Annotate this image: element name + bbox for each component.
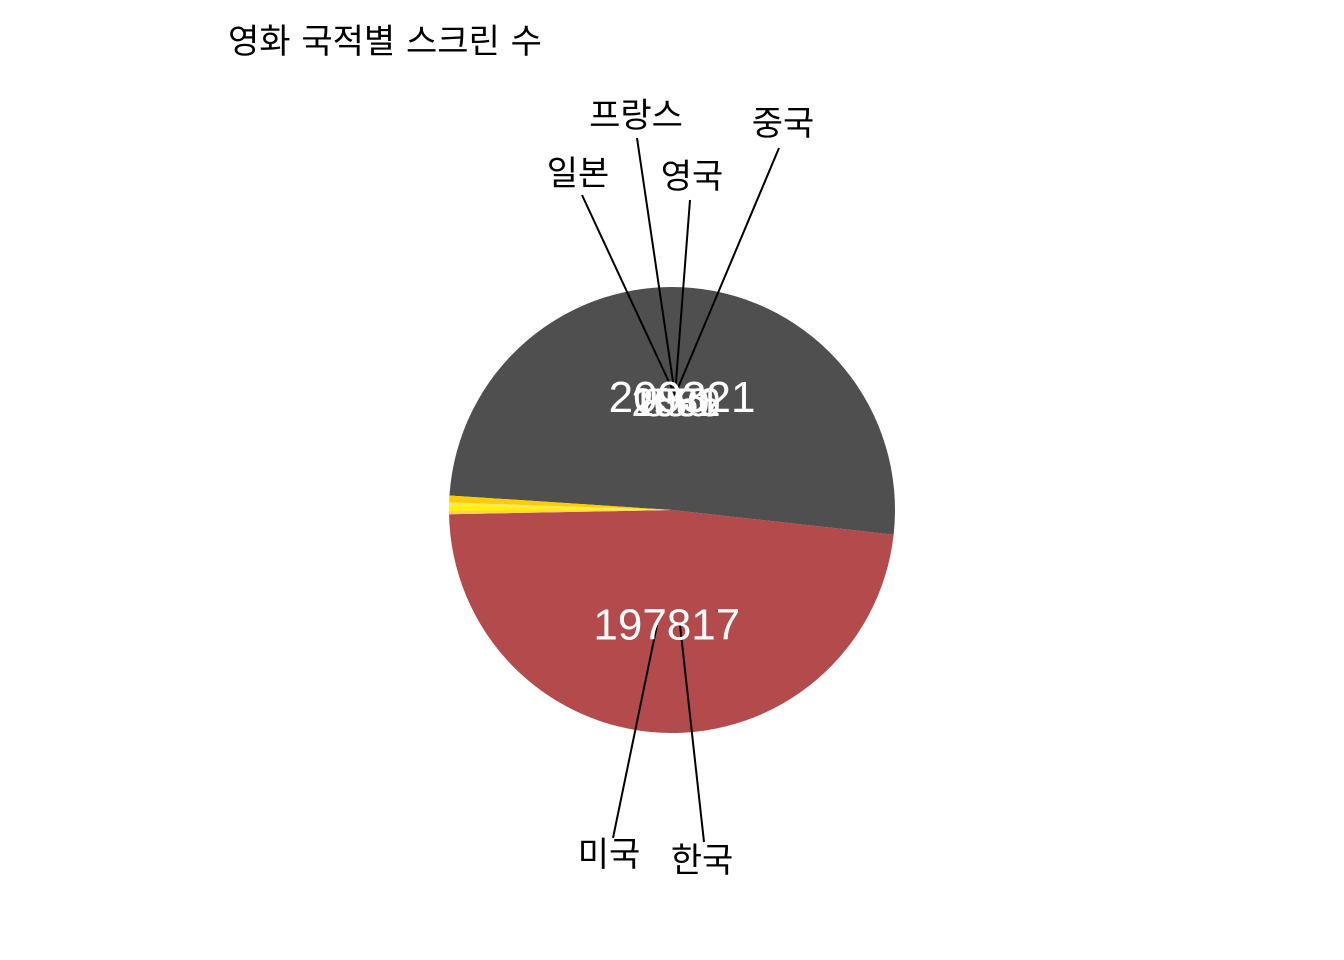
slice-value-5: 1556 [632, 381, 721, 425]
pie-slice-5 [449, 505, 672, 511]
leader-line-3 [581, 194, 676, 396]
slice-label-4: 프랑스 [589, 96, 683, 136]
slice-label-6: 중국 [752, 104, 815, 144]
leader-line-5 [674, 199, 691, 396]
pie-slice-4 [449, 502, 672, 510]
pie-slice-3 [449, 495, 672, 510]
slice-value-3: 2061 [632, 381, 721, 425]
slice-label-1: 한국 [671, 841, 734, 881]
leader-line-6 [674, 147, 780, 396]
pie-slice-1 [449, 510, 894, 734]
slice-label-2: 미국 [578, 835, 641, 875]
slice-value-1: 197817 [593, 600, 740, 649]
slice-label-5: 영국 [661, 157, 724, 197]
slice-value-2: 209321 [609, 373, 756, 422]
pie-slice-2 [449, 287, 895, 535]
slice-value-4: 850 [643, 381, 710, 425]
slice-label-3: 일본 [547, 154, 610, 194]
pie-slices [449, 287, 895, 734]
leader-line-4 [636, 137, 676, 396]
leader-lines [581, 137, 780, 843]
pie-slice-6 [449, 510, 672, 515]
slice-value-6: 1080 [632, 381, 721, 425]
leader-line-2 [612, 624, 658, 839]
leader-line-1 [679, 624, 705, 843]
chart-title: 영화 국적별 스크린 수 [228, 22, 542, 62]
